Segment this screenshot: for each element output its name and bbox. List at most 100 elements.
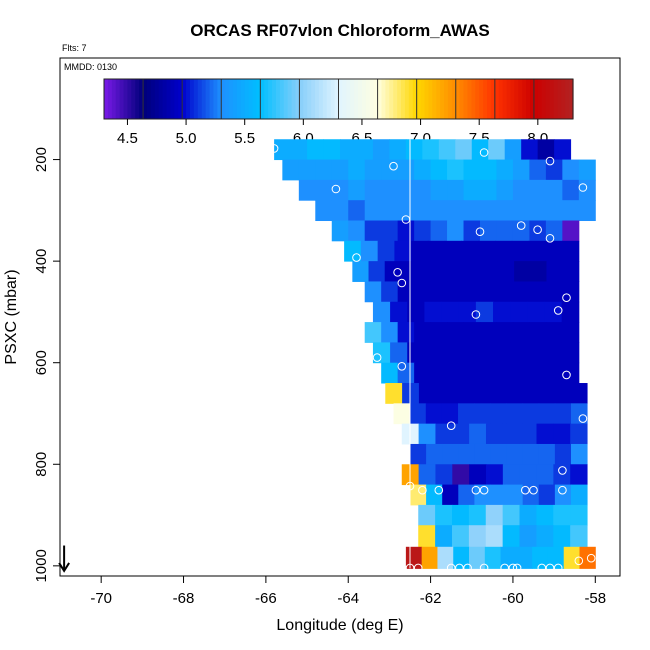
colorbar-segment [494,79,500,119]
heatmap-cell [504,139,522,161]
colorbar-segment [154,79,160,119]
heatmap-cell [331,220,349,242]
sample-point [331,184,341,194]
heatmap-cell [563,546,581,569]
colorbar-segment [115,79,121,119]
heatmap-cell [529,322,547,343]
colorbar-segment [197,79,203,119]
heatmap-cell [348,179,366,201]
heatmap-cell [485,504,504,526]
heatmap-cell [510,342,528,364]
x-axis: -70 -68 -66 -64 -62 -60 -58 [90,576,606,607]
colorbar-segment [311,79,316,119]
heatmap-cell [512,159,530,181]
heatmap-cell [519,525,537,548]
colorbar-segment [553,79,558,119]
heatmap-cell [430,362,448,384]
heatmap-cell [469,383,487,404]
heatmap-cell [364,179,382,201]
heatmap-cell [496,159,514,181]
heatmap-cell [570,403,588,425]
heatmap-cell [546,261,564,282]
heatmap-cell [500,546,517,569]
heatmap-cell [381,362,399,384]
x-tick-label: -60 [502,590,524,607]
heatmap-cell [510,301,528,323]
sample-point [393,268,402,277]
colorbar-segment [381,79,386,119]
colorbar-segment [264,79,269,119]
heatmap-cell [444,240,462,262]
colorbar-segment [315,79,320,119]
heatmap-cell [544,342,563,364]
sample-point [586,553,596,563]
colorbar-segment [483,79,488,119]
colorbar-segment [471,79,476,119]
heatmap-cell [368,261,386,282]
heatmap-cell [474,403,491,425]
heatmap-cell [390,342,408,364]
heatmap-cell [430,159,448,181]
heatmap-cell [553,504,571,526]
heatmap-cell [481,261,499,282]
heatmap-cell [538,484,556,506]
heatmap-cell [512,362,530,384]
heatmap-cell [562,362,580,384]
sample-point [479,485,489,495]
heatmap-cell [425,403,443,425]
heatmap-cell [414,322,432,343]
colorbar-segment [209,79,215,119]
heatmap-cell [562,240,580,262]
heatmap-cell [458,484,475,506]
colorbar-segment [111,79,117,119]
sample-point [389,161,398,171]
sample-point [455,563,464,573]
heatmap-cell [441,342,460,364]
colorbar-segment [397,79,402,119]
colorbar-segment [467,79,472,119]
date-label: MMDD: 0130 [64,62,117,72]
colorbar-tick-label: 5.0 [176,130,197,147]
heatmap-cell [282,159,300,181]
colorbar-segment [201,79,207,119]
heatmap-cell [274,139,292,161]
heatmap-cell [453,546,470,569]
heatmap-cell [469,546,486,569]
heatmap-cell [463,200,481,222]
heatmap-cell [290,139,308,161]
heatmap-cell [475,342,494,364]
colorbar-segment [428,79,433,119]
sample-point [545,156,555,166]
sample-point [397,563,407,573]
colorbar-segment [502,79,508,119]
heatmap-cell [536,525,554,548]
colorbar-segment [451,79,457,119]
colorbar-segment [490,79,496,119]
colorbar-segment [393,79,398,119]
colorbar-segment [256,79,261,119]
heatmap-cell [562,220,580,242]
heatmap-cell [530,261,547,282]
heatmap-cell [570,464,588,486]
heatmap-cell [405,546,423,569]
heatmap-cell [497,261,515,282]
colorbar-segment [236,79,242,119]
colorbar-segment [545,79,551,119]
heatmap-cell [377,240,395,262]
heatmap-cell [442,443,459,465]
colorbar-segment [252,79,258,119]
heatmap-cell [512,322,530,343]
sample-point [512,563,522,573]
sample-point [578,414,588,423]
colorbar-segment [162,79,168,119]
colorbar-tick-label: 4.5 [117,130,138,147]
sample-point [418,485,427,495]
heatmap-cell [529,200,547,222]
colorbar-segment [373,79,379,119]
heatmap-cell [496,179,514,201]
heatmap-cell [418,383,437,404]
colorbar-segment [217,79,222,119]
heatmap-cell [409,403,427,425]
colorbar-segment [358,79,363,119]
heatmap-cell [381,159,399,181]
